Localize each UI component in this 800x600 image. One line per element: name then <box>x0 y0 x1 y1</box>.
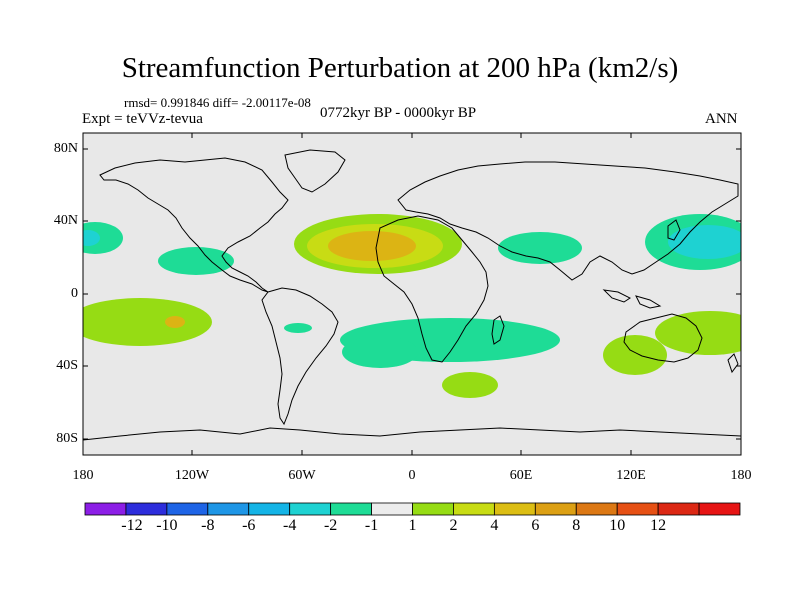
colorbar-swatch <box>534 502 577 516</box>
coastlines <box>83 149 741 441</box>
lon-label-60w: 60W <box>288 468 316 483</box>
lat-label-80n: 80N <box>53 141 78 156</box>
colorbar-label: 6 <box>531 517 540 534</box>
colorbar-label: 12 <box>650 517 667 534</box>
anomaly-ne-pacific-core <box>83 230 100 246</box>
coast-greenland <box>284 149 346 193</box>
colorbar-label: -8 <box>201 517 215 534</box>
colorbar-swatch <box>698 502 741 516</box>
colorbar-swatch <box>207 502 250 516</box>
colorbar-swatch <box>371 502 413 516</box>
anomaly-australia-west <box>603 335 667 375</box>
coast-indonesia <box>602 289 662 309</box>
colorbar-label: -4 <box>283 517 297 534</box>
coast-new-zealand <box>727 353 739 374</box>
colorbar-label: -6 <box>242 517 256 534</box>
lat-label-40s: 40S <box>56 358 78 373</box>
anomaly-n-africa-peak <box>328 231 416 261</box>
lon-label-180e: 180 <box>730 468 752 483</box>
colorbar-label: -12 <box>121 517 143 534</box>
coast-australia <box>623 313 703 363</box>
tick-marks <box>83 133 741 455</box>
lat-label-40n: 40N <box>53 213 78 228</box>
colorbar-swatch <box>330 502 372 516</box>
colorbar-swatch <box>412 502 454 516</box>
colorbar-swatch <box>493 502 536 516</box>
lat-label-0: 0 <box>71 286 78 301</box>
lat-label-80s: 80S <box>56 431 78 446</box>
anomaly-australia <box>655 311 741 355</box>
colorbar-label: 2 <box>449 517 458 534</box>
coast-japan <box>667 219 681 241</box>
coast-madagascar <box>491 315 505 345</box>
colorbar-label: 8 <box>572 517 581 534</box>
colorbar-swatch <box>453 502 495 516</box>
lon-label-120e: 120E <box>616 468 646 483</box>
colorbar-swatch <box>125 502 168 516</box>
experiment-label: Expt = teVVz-tevua <box>82 111 203 127</box>
coast-north-america <box>99 157 289 293</box>
period-label: 0772kyr BP - 0000kyr BP <box>320 105 477 121</box>
lon-label-180w: 180 <box>72 468 94 483</box>
colorbar <box>84 502 741 516</box>
colorbar-swatch <box>166 502 209 516</box>
coast-antarctica <box>83 427 741 441</box>
anomaly-s-atlantic <box>342 336 418 368</box>
colorbar-swatch <box>84 502 127 516</box>
ocean-background <box>83 133 741 455</box>
colorbar-label: -1 <box>364 517 379 534</box>
colorbar-label: 10 <box>609 517 626 534</box>
colorbar-swatch <box>616 502 659 516</box>
colorbar-swatch <box>289 502 332 516</box>
anomaly-e-pacific <box>83 298 212 346</box>
season-label: ANN <box>705 111 738 127</box>
anomaly-fields <box>83 214 741 398</box>
anomaly-n-atlantic-west <box>158 247 234 275</box>
coast-africa <box>375 215 489 363</box>
colorbar-label: 4 <box>490 517 499 534</box>
colorbar-swatch <box>248 502 291 516</box>
anomaly-e-pacific-peak <box>165 316 185 328</box>
colorbar-label: -10 <box>156 517 178 534</box>
coast-eurasia <box>397 161 739 281</box>
coast-south-america <box>261 287 339 426</box>
anomaly-s-ocean <box>442 372 498 398</box>
rmsd-stats: rmsd= 0.991846 diff= -2.00117e-08 <box>124 95 311 110</box>
lon-label-0: 0 <box>408 468 416 483</box>
anomaly-nw-pacific-core <box>668 225 741 259</box>
map-title: Streamfunction Perturbation at 200 hPa (… <box>121 52 679 84</box>
anomaly-s-america <box>284 323 312 333</box>
colorbar-label: 1 <box>408 517 417 534</box>
colorbar-swatch <box>657 502 700 516</box>
lon-label-60e: 60E <box>509 468 533 483</box>
anomaly-ne-pacific <box>83 222 123 254</box>
anomaly-arabia <box>498 232 582 264</box>
lon-label-120w: 120W <box>174 468 210 483</box>
colorbar-label: -2 <box>323 517 338 534</box>
colorbar-swatch <box>575 502 618 516</box>
